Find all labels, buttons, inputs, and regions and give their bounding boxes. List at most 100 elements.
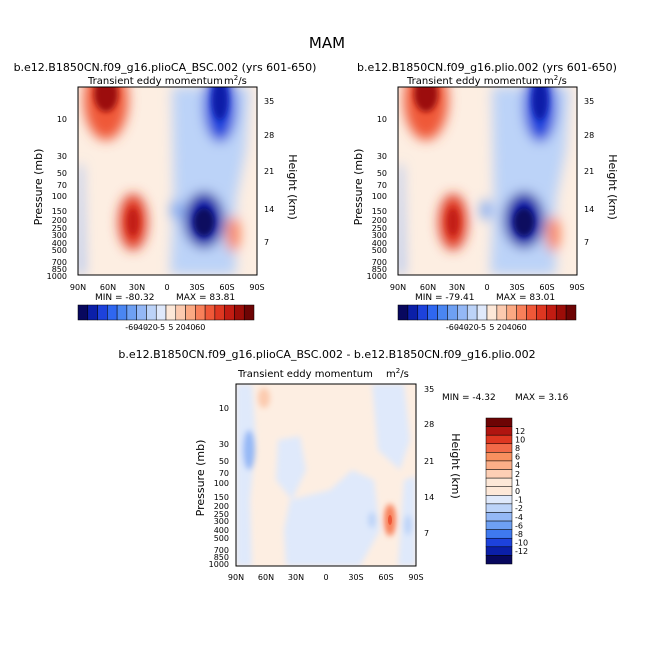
colorbar-main-left-swatch-13 xyxy=(204,304,216,321)
colorbar-diff-swatch-8 xyxy=(485,486,513,496)
colorbar-main-right-swatch-1 xyxy=(407,304,419,321)
panel-2-ylabel-left: Pressure (mb) xyxy=(352,149,365,226)
panel-1-units: m2/s xyxy=(224,74,247,87)
colorbar-diff-swatch-1 xyxy=(485,426,513,436)
colorbar-main-right-swatch-4 xyxy=(437,304,448,321)
panel-1-variable-label: Transient eddy momentum xyxy=(87,76,223,87)
colorbar-main-left-swatch-2 xyxy=(97,304,108,321)
panel-1-title: b.e12.B1850CN.f09_g16.plioCA_BSC.002 (yr… xyxy=(14,61,317,74)
panel-1-min-label: MIN = -80.32 xyxy=(95,293,154,303)
colorbar-main-left-swatch-10 xyxy=(175,304,186,321)
colorbar-diff-label-2: 8 xyxy=(515,444,520,453)
panel-2-region-blue-north-edge xyxy=(398,165,404,275)
panel-3-pressure-axis: 10 30 50 70 100 150 200 250 300 400 500 … xyxy=(209,404,229,569)
svg-text:0: 0 xyxy=(484,283,489,292)
svg-text:250: 250 xyxy=(52,224,67,233)
panel-3-units: m2/s xyxy=(386,367,409,380)
svg-text:21: 21 xyxy=(424,457,434,466)
colorbar-diff-label-5: 2 xyxy=(515,470,520,479)
svg-text:700: 700 xyxy=(52,258,67,267)
svg-text:10: 10 xyxy=(377,115,387,124)
colorbar-diff-swatch-10 xyxy=(485,503,513,513)
panel-3-max-label: MAX = 3.16 xyxy=(515,393,569,403)
colorbar-main-left-swatch-6 xyxy=(136,304,147,321)
colorbar-main-right-label-7: 60 xyxy=(517,323,527,332)
svg-text:50: 50 xyxy=(219,457,229,466)
colorbar-diff-label-12: -8 xyxy=(515,530,523,539)
svg-text:7: 7 xyxy=(264,238,269,247)
colorbar-main-left-swatch-5 xyxy=(126,304,137,321)
svg-text:1000: 1000 xyxy=(367,272,387,281)
colorbar-main-right-label-0: -60 xyxy=(446,323,459,332)
colorbar-main-right-swatch-5 xyxy=(447,304,458,321)
panel-2-title: b.e12.B1850CN.f09_g16.plio.002 (yrs 601-… xyxy=(357,61,617,74)
colorbar-diff-swatch-16 xyxy=(485,555,513,565)
colorbar-main-right-label-5: 20 xyxy=(497,323,507,332)
colorbar-diff-label-11: -6 xyxy=(515,521,523,530)
colorbar-main-right-swatch-7 xyxy=(466,304,478,321)
svg-text:100: 100 xyxy=(52,192,67,201)
panel-3-blob-red-strat xyxy=(258,388,270,408)
panel-2: b.e12.B1850CN.f09_g16.plio.002 (yrs 601-… xyxy=(352,61,619,303)
colorbar-main-right-label-3: -5 xyxy=(478,323,486,332)
panel-2-core-blue-strat xyxy=(532,87,548,120)
colorbar-main-left-label-3: -5 xyxy=(157,323,165,332)
colorbar-diff-swatch-13 xyxy=(485,529,513,539)
svg-text:28: 28 xyxy=(264,131,274,140)
colorbar-diff-swatch-11 xyxy=(485,512,513,522)
svg-text:14: 14 xyxy=(424,493,434,502)
svg-text:35: 35 xyxy=(264,97,274,106)
panel-1-pressure-axis: 10 30 50 70 100 150 200 250 300 400 500 … xyxy=(47,115,67,281)
svg-text:70: 70 xyxy=(219,469,229,478)
colorbar-diff-label-4: 4 xyxy=(515,461,520,470)
colorbar-main-right-swatch-17 xyxy=(565,304,577,321)
colorbar-main-right-swatch-9 xyxy=(486,304,498,321)
colorbar-diff-label-10: -4 xyxy=(515,513,523,522)
svg-text:60S: 60S xyxy=(378,573,393,582)
colorbar-main-left-swatch-7 xyxy=(146,304,157,321)
panel-2-core-blue-jet xyxy=(514,208,534,236)
colorbar-main-left-swatch-11 xyxy=(185,304,196,321)
svg-text:500: 500 xyxy=(52,246,67,255)
colorbar-main-left-swatch-0 xyxy=(77,304,89,321)
colorbar-main-left-swatch-12 xyxy=(195,304,206,321)
svg-text:0: 0 xyxy=(323,573,328,582)
svg-text:14: 14 xyxy=(264,205,274,214)
colorbar-diff-swatch-6 xyxy=(485,469,513,479)
panel-3-variable-label: Transient eddy momentum xyxy=(237,369,373,380)
figure-title: MAM xyxy=(309,34,345,52)
svg-text:70: 70 xyxy=(377,181,387,190)
svg-text:90S: 90S xyxy=(569,283,584,292)
colorbar-diff-swatch-12 xyxy=(485,520,513,530)
svg-text:1000: 1000 xyxy=(47,272,67,281)
svg-text:7: 7 xyxy=(584,238,589,247)
colorbar-diff-swatch-3 xyxy=(485,443,513,453)
colorbar-diff-swatch-5 xyxy=(485,460,513,470)
colorbar-diff-swatch-9 xyxy=(485,495,513,505)
svg-text:7: 7 xyxy=(424,529,429,538)
svg-text:150: 150 xyxy=(52,207,67,216)
panel-1-height-axis: 35 28 21 14 7 xyxy=(264,97,274,247)
svg-text:850: 850 xyxy=(52,265,67,274)
panel-2-height-axis: 35 28 21 14 7 xyxy=(584,97,594,247)
panel-3-ylabel-left: Pressure (mb) xyxy=(194,440,207,517)
colorbar-main-right-label-4: 5 xyxy=(489,323,494,332)
panel-2-min-label: MIN = -79.41 xyxy=(415,293,474,303)
svg-text:50: 50 xyxy=(57,169,67,178)
panel-1-region-blue-north-edge xyxy=(78,165,84,275)
panel-3-height-axis: 35 28 21 14 7 xyxy=(424,385,434,538)
panel-3-ylabel-right: Height (km) xyxy=(449,433,462,499)
panel-2-variable-label: Transient eddy momentum xyxy=(406,76,542,87)
panel-3-min-label: MIN = -4.32 xyxy=(442,393,496,403)
colorbar-main-left-swatch-9 xyxy=(165,304,177,321)
svg-text:250: 250 xyxy=(214,510,229,519)
svg-text:90S: 90S xyxy=(249,283,264,292)
colorbar-main-left-label-6: 40 xyxy=(185,323,195,332)
svg-text:90N: 90N xyxy=(228,573,244,582)
panel-2-frame xyxy=(397,86,578,276)
colorbar-main-right-swatch-3 xyxy=(427,304,438,321)
svg-text:28: 28 xyxy=(424,420,434,429)
panel-1-lat-axis: 90N 60N 30N 0 30S 60S 90S xyxy=(70,283,265,292)
